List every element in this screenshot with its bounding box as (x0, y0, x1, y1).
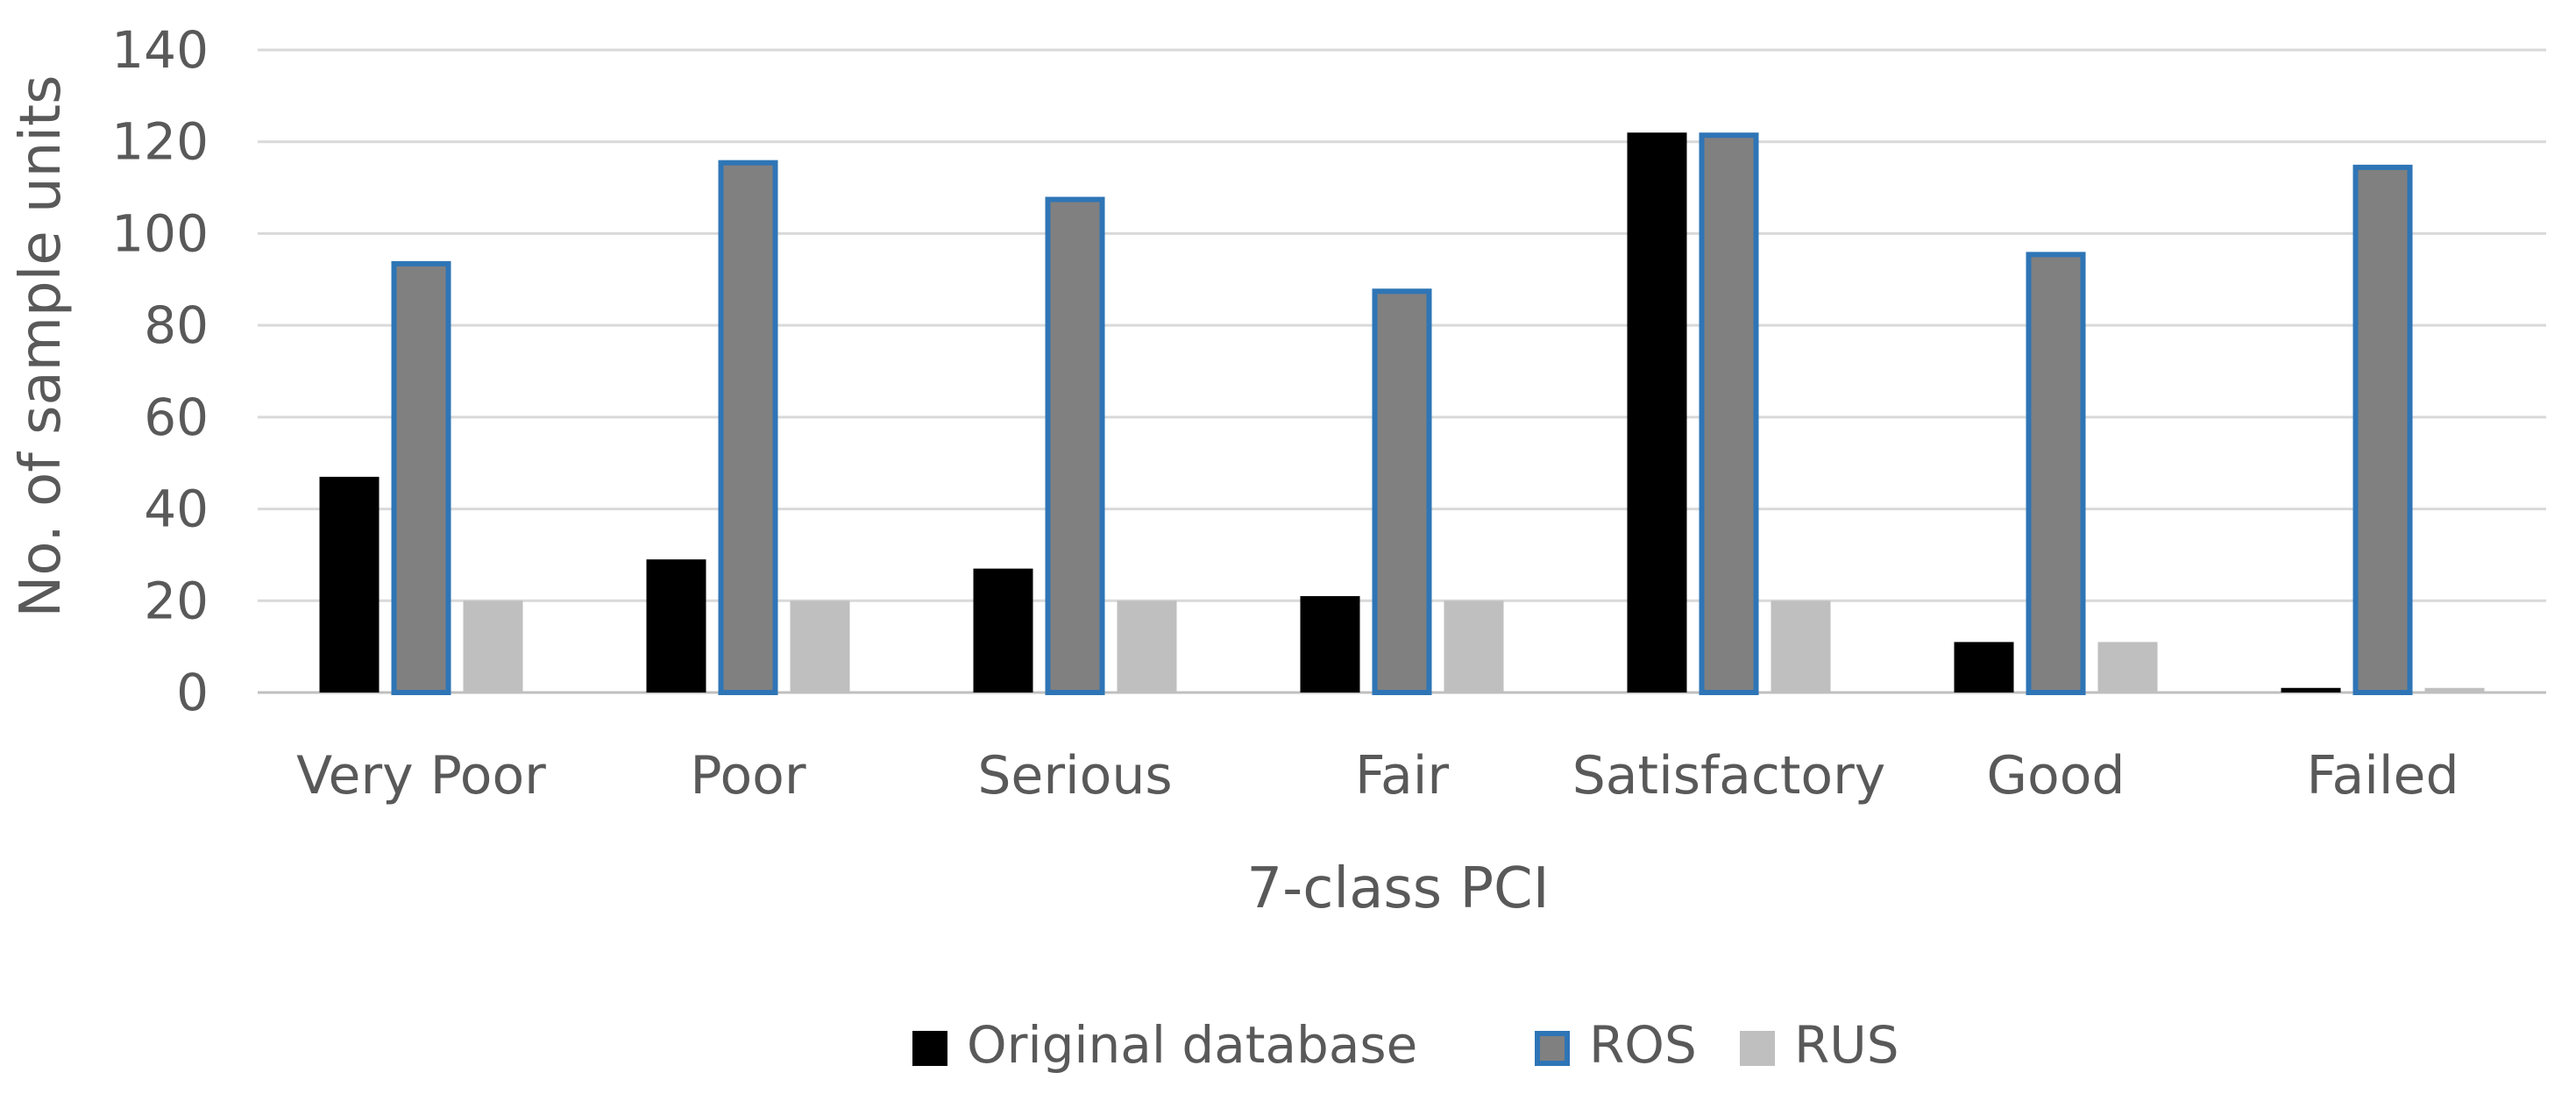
x-category-label: Very Poor (296, 745, 546, 806)
bar-original-database-failed (2281, 687, 2341, 693)
bar-rus-fair (1444, 600, 1504, 693)
bar-rus-good (2097, 642, 2158, 693)
y-tick-label: 20 (144, 571, 209, 630)
bar-original-database-satisfactory (1627, 132, 1687, 693)
x-category-label: Serious (977, 745, 1172, 806)
y-axis-title: No. of sample units (9, 75, 74, 618)
x-category-label: Failed (2306, 745, 2459, 806)
x-axis-categories: Very Poor Poor Serious Fair Satisfactory Good… (296, 745, 2459, 806)
legend-swatch (1535, 1031, 1570, 1066)
bar-rus-satisfactory (1771, 600, 1831, 693)
bar-ros-fair (1372, 288, 1432, 695)
y-tick-label: 120 (111, 112, 209, 172)
bar-ros-good (2026, 252, 2086, 695)
y-tick-label: 60 (144, 387, 209, 447)
y-tick-label: 0 (176, 663, 209, 722)
x-category-label: Poor (690, 745, 805, 806)
y-tick-label: 40 (144, 479, 209, 539)
y-tick-label: 80 (144, 295, 209, 355)
x-category-label: Fair (1355, 745, 1449, 806)
bar-rus-poor (790, 600, 850, 693)
bar-rus-failed (2424, 687, 2485, 693)
legend-swatch (912, 1031, 947, 1066)
bar-original-database-serious (973, 568, 1033, 693)
x-category-label: Good (1987, 745, 2125, 806)
legend-label: Original database (967, 1015, 1417, 1075)
bar-ros-poor (718, 160, 778, 695)
y-tick-label: 100 (111, 203, 209, 263)
legend: Original database ROS RUS (912, 1015, 1899, 1075)
y-axis-ticks: 0 20 40 60 80 100 120 140 (111, 20, 209, 722)
x-category-label: Satisfactory (1572, 745, 1886, 806)
bar-original-database-poor (646, 559, 706, 693)
bars (319, 132, 2485, 696)
bar-rus-very-poor (463, 600, 523, 693)
bar-ros-very-poor (391, 260, 451, 695)
bar-ros-satisfactory (1699, 132, 1759, 695)
legend-label: RUS (1794, 1015, 1899, 1075)
legend-swatch (1740, 1031, 1775, 1066)
bar-ros-failed (2352, 164, 2413, 695)
bar-rus-serious (1117, 600, 1177, 693)
bar-original-database-very-poor (319, 476, 380, 693)
y-tick-label: 140 (111, 20, 209, 80)
bar-original-database-fair (1300, 596, 1360, 693)
legend-label: ROS (1589, 1015, 1697, 1075)
x-axis-title: 7-class PCI (1246, 856, 1549, 921)
bar-original-database-good (1954, 642, 2014, 693)
bar-ros-serious (1045, 196, 1105, 696)
